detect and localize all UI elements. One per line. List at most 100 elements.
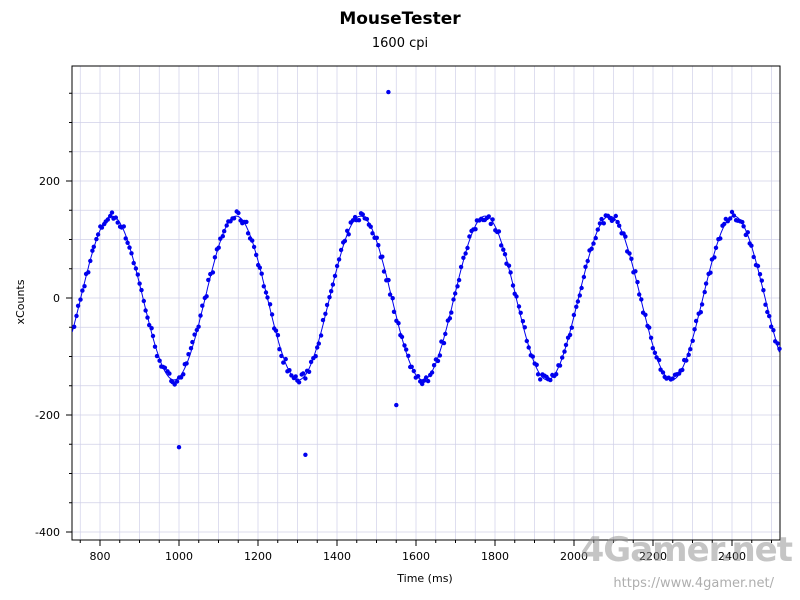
data-point: [316, 341, 321, 346]
data-point: [496, 229, 502, 234]
data-point: [451, 297, 456, 302]
data-point: [194, 327, 199, 333]
data-point: [345, 228, 350, 233]
data-point: [571, 312, 577, 318]
data-point: [755, 263, 761, 269]
data-point: [741, 224, 746, 229]
data-point: [749, 243, 754, 248]
data-point: [518, 310, 523, 315]
data-point: [635, 279, 640, 285]
data-point: [251, 244, 257, 250]
data-point: [520, 319, 526, 324]
series-points: [72, 89, 782, 457]
data-point: [718, 236, 723, 241]
data-point: [222, 229, 227, 234]
data-point: [188, 346, 194, 351]
data-point: [105, 217, 111, 222]
data-point: [690, 338, 695, 343]
data-point: [535, 372, 541, 377]
y-axis-label: xCounts: [14, 279, 27, 324]
data-point: [771, 328, 776, 333]
y-tick-label: -200: [35, 409, 60, 422]
y-axis: 200 0 -200 -400: [35, 92, 72, 539]
data-point: [186, 352, 191, 357]
data-point: [216, 245, 221, 250]
data-point: [374, 235, 379, 240]
data-point: [593, 235, 598, 241]
data-point: [516, 304, 522, 309]
data-point: [708, 270, 713, 275]
data-point: [629, 256, 634, 261]
data-point: [324, 302, 330, 308]
data-point: [420, 381, 425, 387]
data-point: [524, 338, 529, 344]
data-point: [368, 224, 373, 229]
data-point: [139, 287, 144, 293]
data-point: [560, 355, 565, 360]
data-point: [109, 210, 115, 215]
data-point: [453, 291, 458, 296]
data-point: [254, 252, 259, 258]
data-point: [306, 369, 312, 374]
data-point: [599, 216, 604, 222]
data-point: [381, 269, 387, 274]
data-point: [192, 332, 197, 337]
y-tick-label: -400: [35, 526, 60, 539]
data-point: [698, 310, 703, 315]
data-point: [95, 232, 101, 237]
data-point: [502, 252, 508, 257]
data-point: [757, 272, 763, 277]
data-point: [86, 270, 91, 275]
data-point: [342, 238, 348, 244]
data-point: [557, 363, 563, 368]
data-point: [172, 382, 177, 387]
data-point: [421, 378, 427, 383]
data-point: [149, 326, 154, 331]
data-point: [660, 370, 666, 375]
data-point: [731, 213, 737, 218]
data-point: [656, 357, 662, 363]
data-point: [94, 236, 99, 242]
data-point: [443, 331, 448, 337]
data-point: [396, 321, 401, 326]
data-point: [176, 445, 182, 450]
x-tick-label: 2000: [560, 550, 588, 563]
data-point: [581, 274, 587, 280]
data-point: [767, 313, 772, 319]
data-point: [184, 361, 189, 366]
data-point: [88, 258, 93, 264]
data-point: [387, 292, 393, 297]
watermark-logo: 4Gamer.net: [580, 530, 793, 570]
data-point: [370, 231, 375, 236]
data-point: [514, 294, 519, 299]
data-point: [303, 452, 308, 457]
data-point: [206, 277, 211, 283]
data-point: [684, 358, 689, 363]
data-point: [579, 285, 584, 291]
data-point: [680, 367, 685, 373]
data-point: [220, 234, 225, 239]
data-point: [589, 246, 594, 251]
data-point: [688, 347, 693, 352]
data-point: [198, 313, 203, 318]
data-point: [204, 294, 209, 299]
data-point: [429, 370, 435, 375]
data-point: [526, 345, 531, 350]
data-point: [121, 224, 127, 229]
chart-subtitle: 1600 cpi: [371, 36, 429, 51]
data-point: [775, 341, 780, 346]
data-point: [174, 379, 180, 384]
data-point: [548, 377, 553, 383]
data-point: [569, 325, 574, 330]
data-point: [759, 278, 764, 283]
data-point: [135, 272, 140, 277]
data-point: [245, 231, 251, 236]
data-point: [652, 350, 658, 355]
data-point: [113, 215, 119, 220]
x-axis: 800 1000 1200 1400 1600 1800 2000 2200 2400: [79, 540, 772, 563]
data-point: [231, 216, 237, 221]
data-point: [336, 257, 342, 262]
data-point: [281, 360, 286, 365]
data-point: [236, 210, 241, 216]
data-point: [712, 255, 717, 260]
